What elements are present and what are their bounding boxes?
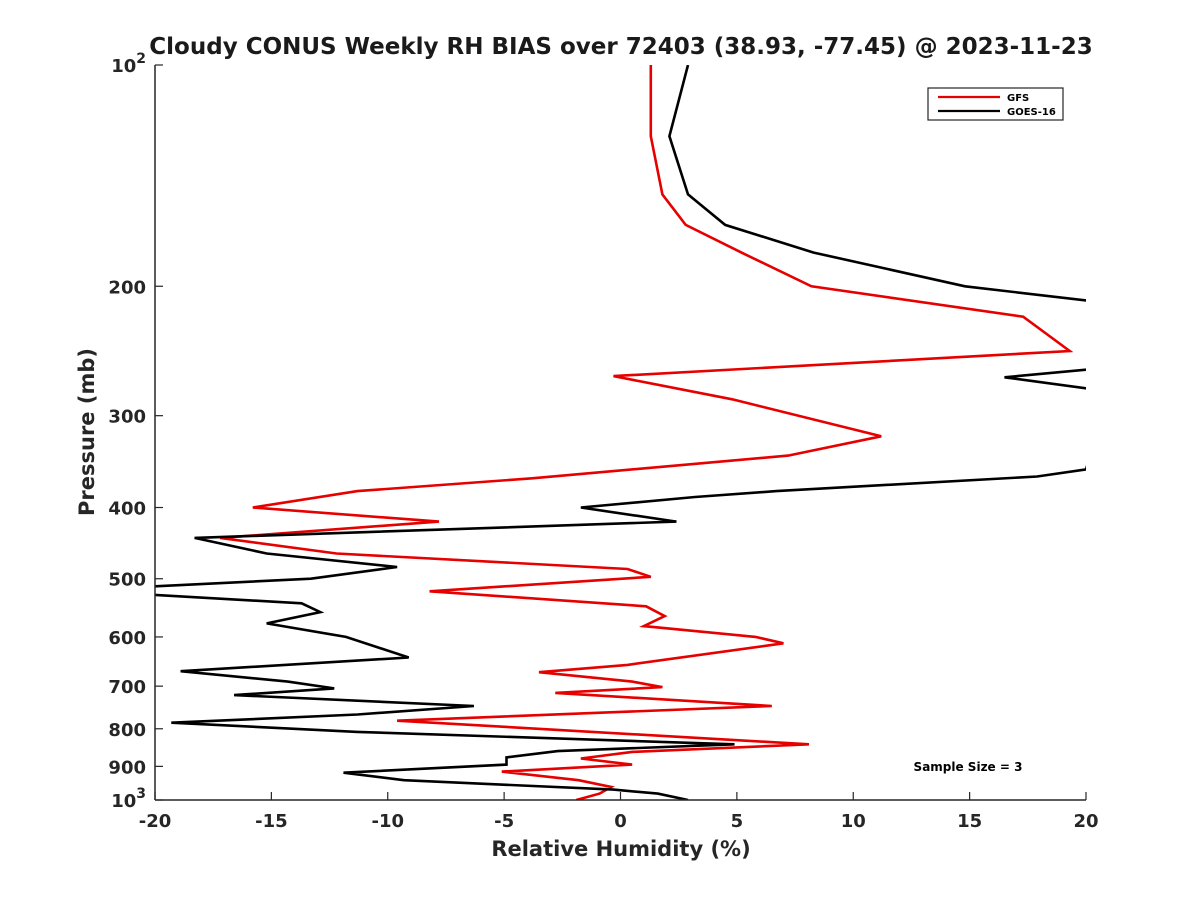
series-layer bbox=[155, 65, 1086, 800]
x-ticks: -20 -15 -10 -5 0 5 10 15 20 bbox=[139, 792, 1099, 832]
legend-box bbox=[927, 87, 1064, 121]
x-tick-label: 15 bbox=[957, 811, 982, 832]
chart-title: Cloudy CONUS Weekly RH BIAS over 72403 (… bbox=[149, 34, 1092, 60]
x-tick-label: 0 bbox=[614, 811, 627, 832]
y-tick-label: 600 bbox=[108, 628, 146, 649]
x-tick-label: -10 bbox=[371, 811, 404, 832]
y-tick-label: 800 bbox=[108, 720, 146, 741]
y-tick-label: 900 bbox=[108, 757, 146, 778]
y-tick-label: 700 bbox=[108, 677, 146, 698]
y-axis-label: Pressure (mb) bbox=[75, 348, 99, 516]
y-ticks: 102 200 300 400 500 600 700 800 900 103 bbox=[108, 51, 163, 812]
legend: GFS GOES-16 bbox=[927, 87, 1064, 121]
series-line-gfs bbox=[220, 65, 1074, 800]
y-tick-label: 400 bbox=[108, 499, 146, 520]
y-tick-label: 102 bbox=[111, 51, 146, 77]
x-tick-label: 10 bbox=[841, 811, 866, 832]
x-axis-label: Relative Humidity (%) bbox=[491, 837, 750, 861]
x-tick-label: -20 bbox=[139, 811, 172, 832]
y-tick-label: 103 bbox=[111, 786, 146, 812]
x-tick-label: 5 bbox=[731, 811, 744, 832]
y-tick-label: 300 bbox=[108, 407, 146, 428]
x-tick-label: 20 bbox=[1073, 811, 1098, 832]
legend-label-goes16: GOES-16 bbox=[1007, 107, 1056, 118]
x-tick-label: -15 bbox=[255, 811, 288, 832]
y-tick-label: 500 bbox=[108, 570, 146, 591]
legend-label-gfs: GFS bbox=[1007, 93, 1029, 104]
y-tick-label: 200 bbox=[108, 277, 146, 298]
series-line-goes16 bbox=[155, 65, 1086, 800]
x-tick-label: -5 bbox=[494, 811, 514, 832]
sample-size-annotation: Sample Size = 3 bbox=[914, 760, 1023, 774]
